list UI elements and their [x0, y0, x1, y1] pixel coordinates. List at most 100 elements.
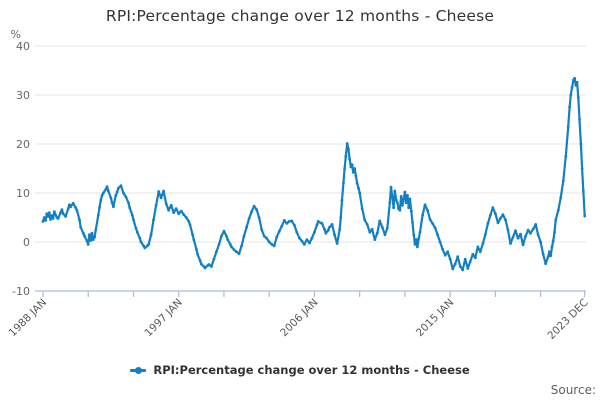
data-point-marker [109, 196, 113, 200]
data-point-marker [426, 208, 429, 212]
data-point-marker [340, 198, 344, 202]
data-point-marker [83, 234, 86, 238]
data-point-marker [172, 211, 176, 215]
data-point-marker [509, 242, 512, 245]
data-point-marker [342, 181, 345, 185]
data-point-marker [463, 257, 467, 261]
data-point-marker [324, 231, 328, 235]
data-point-marker [85, 239, 89, 243]
data-point-marker [344, 154, 348, 158]
data-point-marker [267, 240, 271, 244]
data-point-marker [93, 235, 96, 239]
data-point-marker [122, 191, 125, 195]
data-point-marker [182, 213, 186, 217]
data-point-marker [399, 195, 403, 198]
legend-series-label: RPI:Percentage change over 12 months - C… [153, 363, 470, 377]
y-axis-unit-label: % [11, 28, 21, 41]
data-point-marker [298, 236, 301, 240]
data-point-marker [328, 225, 331, 229]
data-point-marker [46, 215, 50, 218]
legend[interactable]: RPI:Percentage change over 12 months - C… [0, 361, 600, 379]
data-point-marker [564, 154, 568, 158]
data-point-marker [458, 265, 462, 268]
data-point-marker [265, 236, 268, 240]
data-point-marker [473, 256, 477, 260]
data-point-marker [69, 205, 72, 209]
y-tick-label: -10 [12, 285, 30, 298]
x-tick-label: 1997 JAN [142, 297, 184, 339]
y-tick-label: 10 [16, 187, 30, 200]
data-point-marker [466, 267, 470, 270]
data-point-marker [378, 219, 382, 223]
data-point-marker [177, 212, 181, 216]
data-point-marker [574, 83, 578, 87]
data-point-marker [506, 228, 510, 232]
chart-title: RPI:Percentage change over 12 months - C… [105, 7, 495, 25]
data-point-marker [392, 206, 395, 210]
x-tick-label: 2023 DEC [545, 297, 590, 342]
data-point-marker [252, 204, 256, 208]
data-point-marker [226, 238, 230, 242]
data-point-marker [127, 201, 130, 205]
data-point-marker [363, 218, 367, 222]
data-point-marker [396, 201, 399, 205]
data-point-marker [54, 213, 57, 217]
data-point-marker [157, 190, 161, 193]
data-point-marker [579, 142, 583, 146]
data-point-marker [280, 224, 284, 228]
data-point-marker [353, 167, 357, 170]
data-point-marker [478, 250, 482, 254]
data-point-marker [149, 233, 153, 237]
data-point-marker [71, 201, 75, 205]
data-point-marker [580, 167, 584, 170]
data-point-marker [300, 239, 304, 243]
data-point-marker [413, 243, 417, 246]
data-point-marker [335, 242, 339, 245]
data-point-marker [44, 219, 47, 222]
data-point-marker [130, 213, 134, 217]
data-point-marker [255, 208, 259, 212]
data-point-marker [323, 227, 326, 231]
data-point-marker [461, 268, 465, 272]
data-point-marker [179, 209, 183, 213]
data-point-marker [96, 213, 100, 217]
data-point-marker [343, 167, 346, 170]
data-point-marker [476, 245, 480, 249]
data-point-marker [414, 238, 418, 242]
data-point-marker [421, 213, 424, 217]
data-point-marker [50, 214, 54, 217]
data-point-marker [74, 206, 78, 210]
data-point-marker [60, 208, 64, 212]
data-point-marker [228, 243, 232, 246]
data-point-marker [511, 235, 515, 239]
data-point-marker [365, 223, 369, 226]
data-point-marker [61, 212, 65, 216]
data-point-marker [486, 222, 490, 225]
data-point-marker [451, 267, 455, 271]
data-point-marker [403, 190, 407, 194]
data-point-marker [338, 228, 341, 232]
data-point-marker [42, 216, 46, 219]
data-point-marker [355, 181, 359, 185]
data-point-marker [88, 233, 91, 237]
data-point-marker [534, 223, 538, 226]
data-point-marker [210, 265, 213, 268]
data-point-marker [358, 191, 362, 195]
legend-dot-icon [135, 366, 143, 374]
data-point-marker [320, 222, 324, 225]
source-label: Source: [550, 383, 596, 397]
data-point-marker [351, 171, 355, 174]
data-point-marker [207, 263, 211, 266]
data-point-marker [404, 201, 408, 205]
data-point-marker [433, 226, 437, 230]
y-tick-label: 40 [16, 40, 30, 53]
legend-series-marker-icon [130, 366, 147, 375]
data-point-marker [132, 218, 135, 222]
data-point-marker [483, 233, 487, 237]
data-point-marker [526, 228, 530, 232]
x-tick-label: 1988 JAN [7, 297, 49, 339]
data-point-marker [139, 240, 143, 244]
data-point-marker [514, 229, 517, 233]
data-point-marker [417, 236, 421, 240]
data-point-marker [250, 210, 254, 214]
